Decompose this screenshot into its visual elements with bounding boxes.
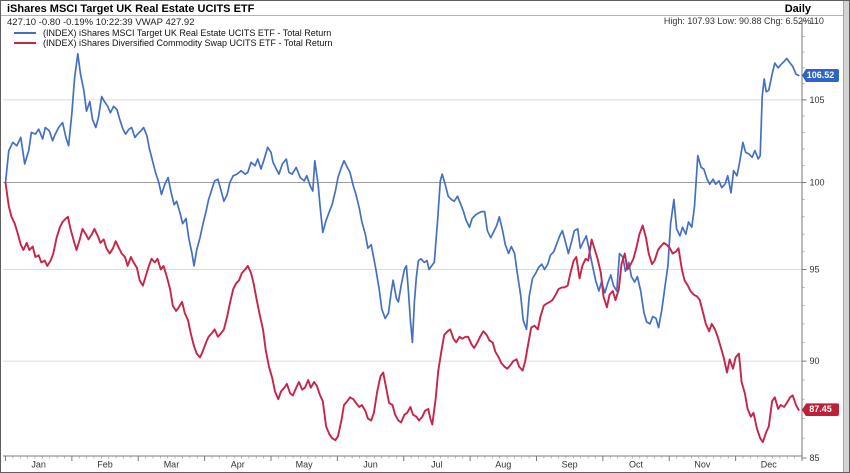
last-price-tag-blue: 106.52: [802, 69, 839, 82]
y-axis-label: 90: [810, 356, 820, 366]
last-price-tag-red: 87.45: [802, 403, 839, 417]
x-axis-label: Jan: [31, 460, 46, 470]
x-axis-label: Nov: [694, 460, 711, 470]
high-low-stats: High: 107.93 Low: 90.88 Chg: 6.52%: [663, 16, 811, 26]
y-axis-label: 105: [810, 95, 825, 105]
period-label[interactable]: Daily: [784, 3, 811, 15]
legend-swatch-blue: [14, 32, 36, 34]
legend-item-commodity[interactable]: (INDEX) iShares Diversified Commodity Sw…: [14, 38, 332, 48]
x-axis-label: May: [296, 460, 314, 470]
x-axis-label: Oct: [629, 460, 644, 470]
series-line-commodity: [4, 181, 800, 444]
x-axis-label: Feb: [97, 460, 113, 470]
legend: (INDEX) iShares MSCI Target UK Real Esta…: [14, 28, 332, 48]
x-axis-label: Sep: [562, 460, 578, 470]
legend-label: (INDEX) iShares MSCI Target UK Real Esta…: [43, 28, 332, 38]
x-axis-label: Apr: [231, 460, 245, 470]
header-divider: [1, 15, 845, 16]
quote-line: 427.10 -0.80 -0.19% 10:22:39 VWAP 427.92: [7, 17, 195, 28]
legend-swatch-red: [14, 42, 36, 44]
y-axis-label: 100: [810, 178, 825, 188]
x-axis-label: Aug: [495, 460, 511, 470]
y-axis-label: 110: [810, 16, 824, 26]
legend-item-real-estate[interactable]: (INDEX) iShares MSCI Target UK Real Esta…: [14, 28, 332, 38]
legend-label: (INDEX) iShares Diversified Commodity Sw…: [43, 38, 333, 48]
series-line-real-estate: [4, 52, 800, 344]
x-axis-label: Jul: [431, 460, 443, 470]
y-axis-label: 95: [810, 264, 820, 274]
right-scrollbar[interactable]: [843, 1, 849, 472]
x-axis-label: Dec: [761, 460, 778, 470]
instrument-title: iShares MSCI Target UK Real Estate UCITS…: [7, 3, 255, 15]
x-axis-label: Jun: [363, 460, 378, 470]
y-axis-label: 85: [810, 453, 820, 463]
x-axis-label: Mar: [164, 460, 180, 470]
